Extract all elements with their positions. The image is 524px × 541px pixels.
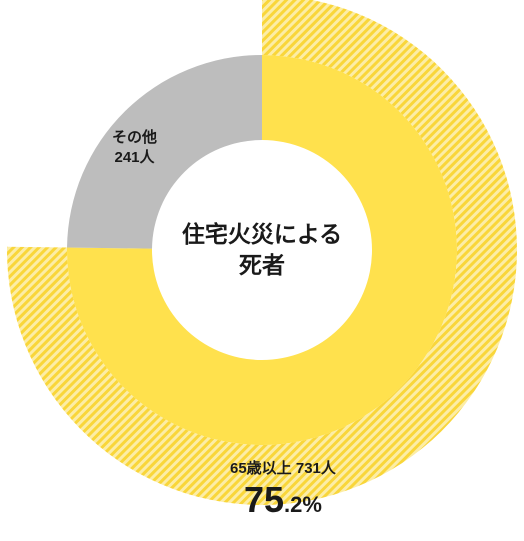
chart-center-title: 住宅火災による 死者 — [182, 219, 342, 281]
center-title-line2: 死者 — [182, 250, 342, 281]
other-label-line1: その他 — [112, 128, 157, 148]
main-label-top: 65歳以上 731人 — [230, 460, 336, 477]
donut-chart: 住宅火災による 死者 その他 241人 65歳以上 731人 75.2% — [0, 0, 524, 541]
center-title-line1: 住宅火災による — [182, 219, 342, 250]
main-pct-unit: % — [302, 492, 322, 517]
slice-label-other: その他 241人 — [112, 128, 157, 167]
slice-label-main: 65歳以上 731人 75.2% — [230, 460, 336, 521]
other-label-line2: 241人 — [112, 148, 157, 168]
main-pct-frac: .2 — [284, 492, 302, 517]
main-pct-int: 75 — [244, 479, 284, 520]
